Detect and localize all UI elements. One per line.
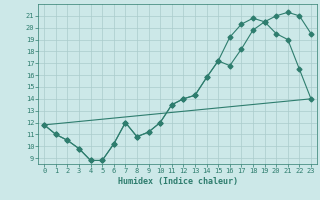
X-axis label: Humidex (Indice chaleur): Humidex (Indice chaleur) (118, 177, 238, 186)
